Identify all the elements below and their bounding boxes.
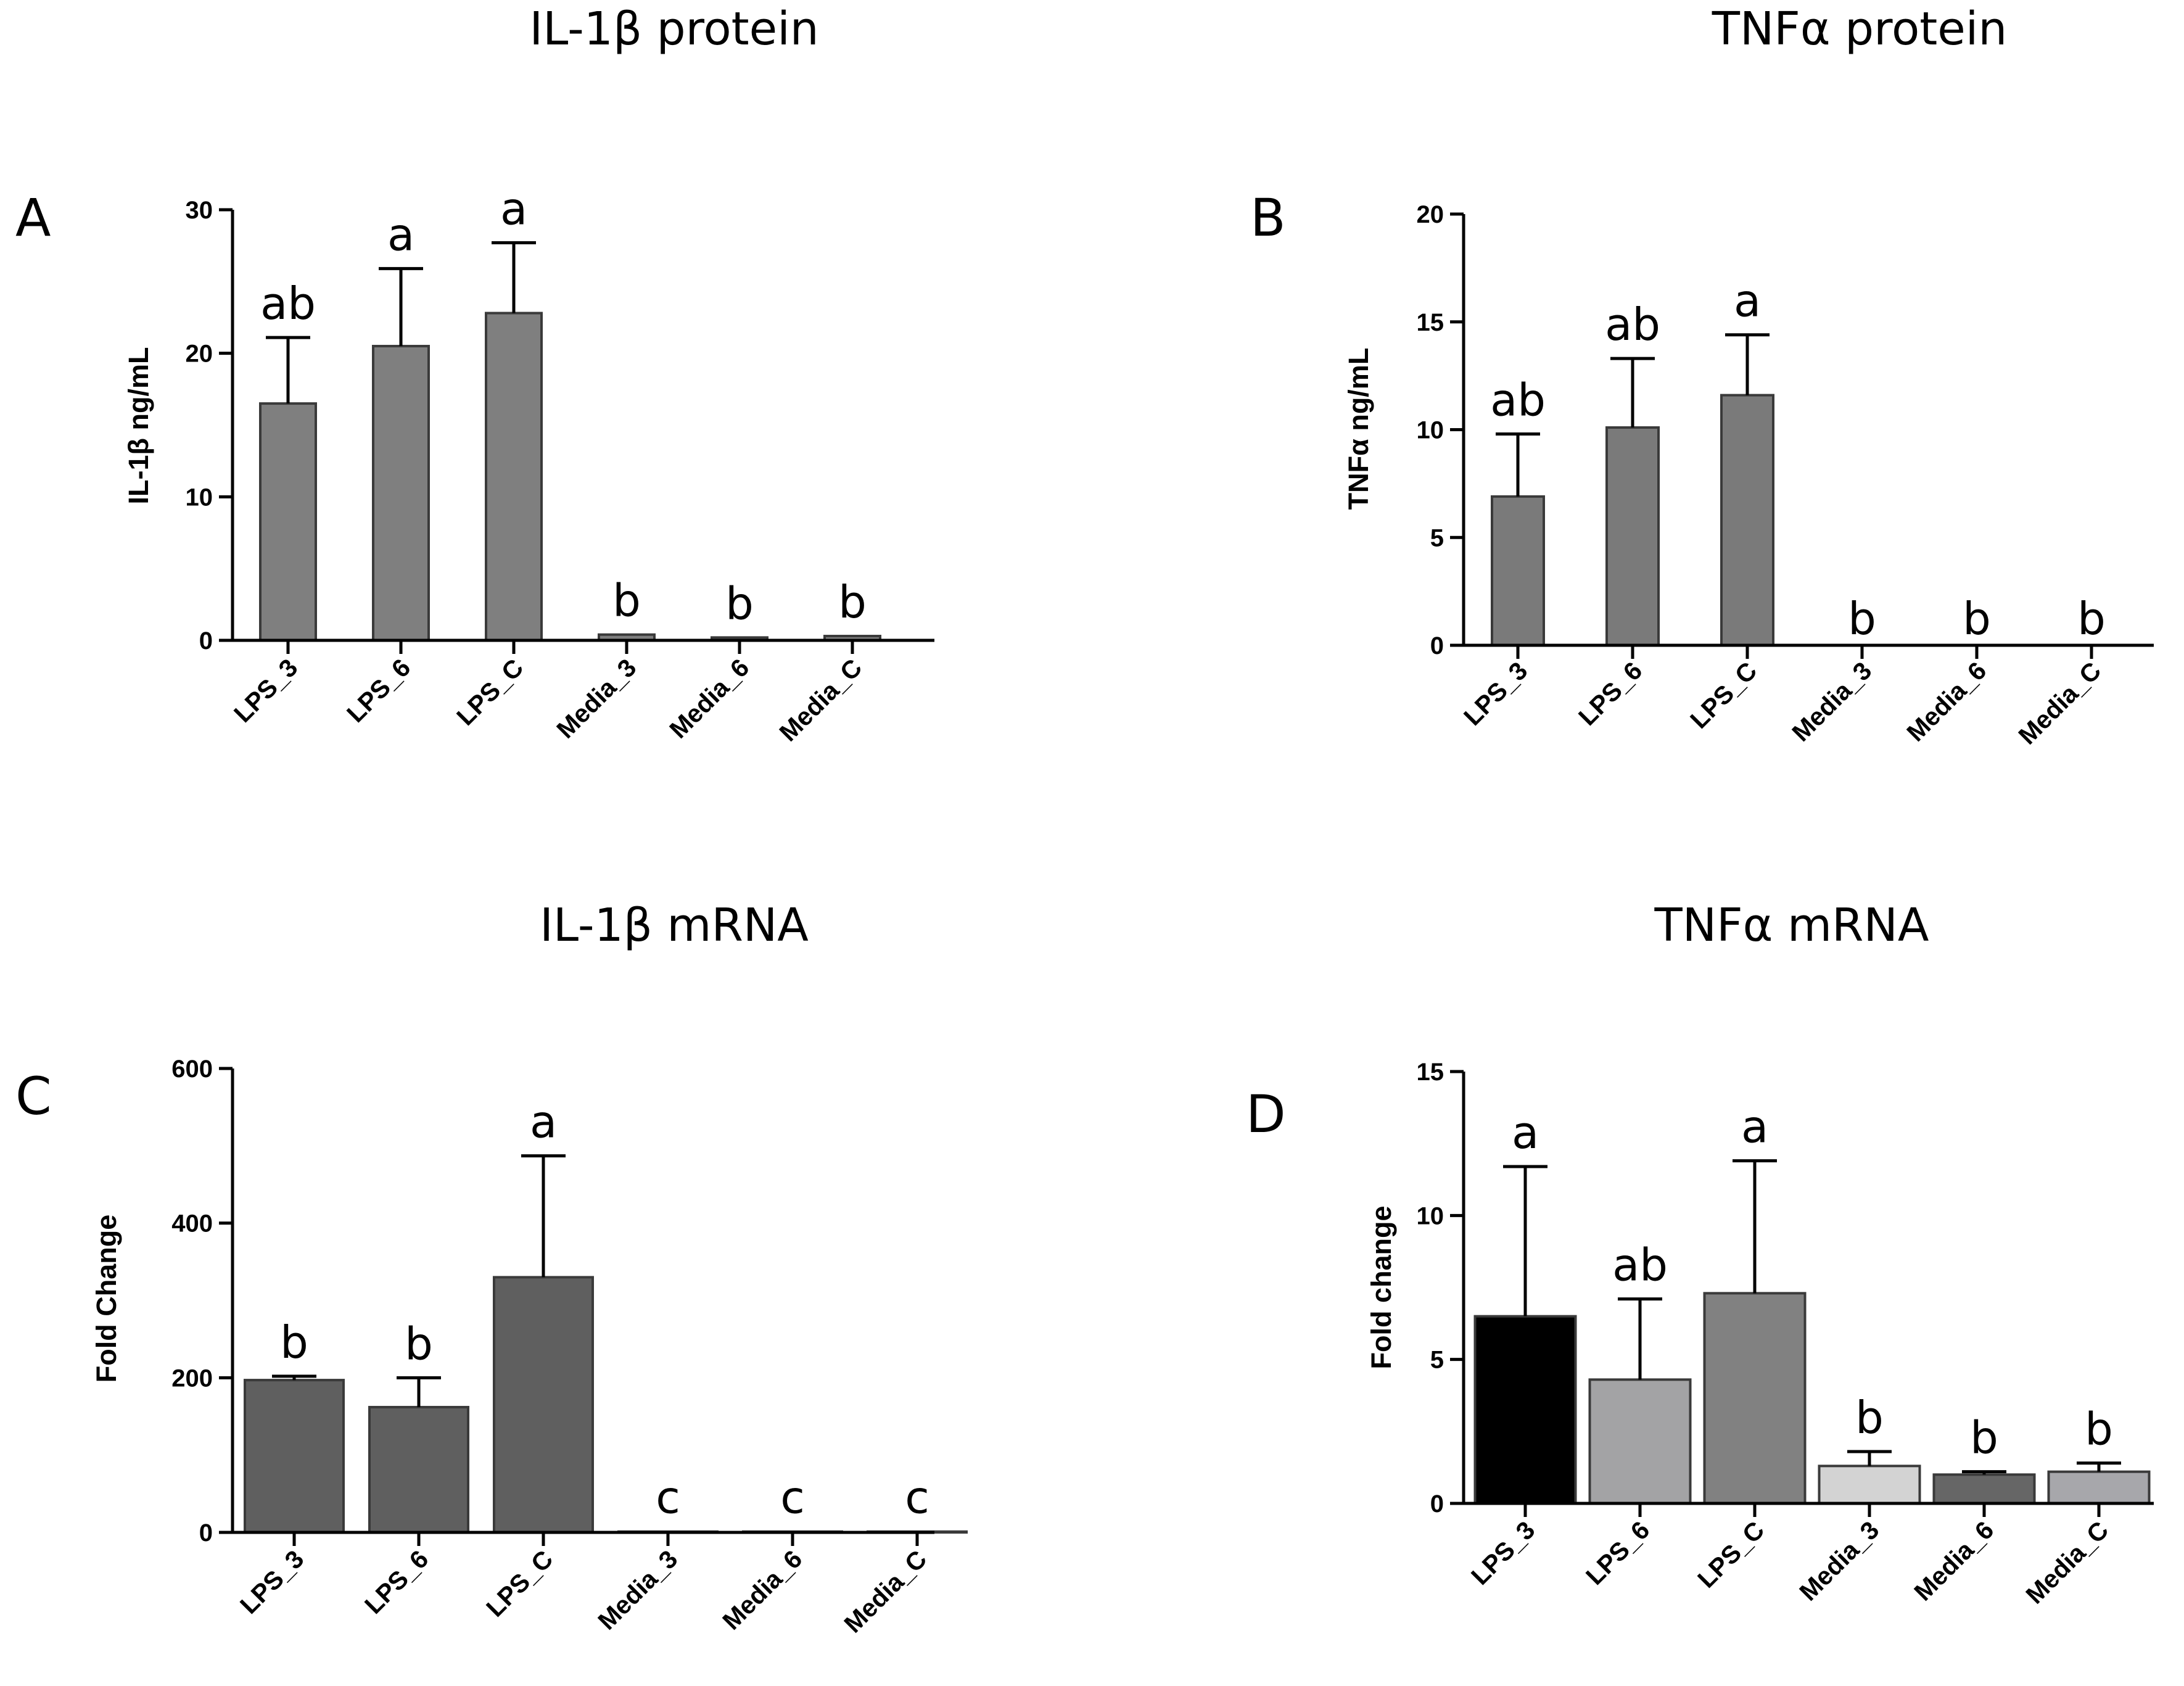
y-tick-label: 600 xyxy=(171,1056,213,1083)
significance-label: ab xyxy=(260,278,316,329)
significance-label: b xyxy=(612,575,641,627)
significance-label: b xyxy=(725,577,754,629)
significance-label: ab xyxy=(1490,374,1546,426)
panel-title: TNFα mRNA xyxy=(1654,899,1929,952)
bar xyxy=(1818,1465,1921,1505)
panel-title: IL-1β mRNA xyxy=(540,899,809,952)
y-tick-label: 30 xyxy=(186,197,213,224)
x-tick-label: LPS_3 xyxy=(1458,656,1533,731)
y-tick-label: 10 xyxy=(186,484,213,511)
significance-label: ab xyxy=(1605,299,1660,350)
y-tick-label: 20 xyxy=(186,341,213,368)
significance-label: b xyxy=(405,1318,433,1370)
y-tick-label: 200 xyxy=(171,1365,213,1392)
x-tick-label: LPS_C xyxy=(480,1545,558,1622)
significance-label: a xyxy=(1741,1101,1768,1153)
significance-label: a xyxy=(1734,275,1761,327)
panel-letter: A xyxy=(15,188,51,248)
bar xyxy=(368,1405,469,1534)
x-tick-label: LPS_6 xyxy=(341,653,416,728)
y-tick-label: 15 xyxy=(1417,1059,1444,1086)
x-tick-label: LPS_6 xyxy=(1580,1516,1655,1590)
significance-label: a xyxy=(387,209,414,260)
y-tick-label: 10 xyxy=(1417,1202,1444,1229)
x-tick-label: Media_6 xyxy=(1901,656,1992,747)
y-axis-label: Fold Change xyxy=(91,1215,122,1382)
bar xyxy=(1720,394,1774,647)
bar xyxy=(485,312,543,642)
x-tick-label: Media_C xyxy=(2021,1516,2114,1610)
significance-label: a xyxy=(530,1096,557,1148)
significance-label: b xyxy=(1855,1392,1884,1444)
panel-b: TNFα protein B TNFα ng/mL ab LPS_3 ab LPS_6 a LP… xyxy=(1250,2,2154,750)
x-tick-label: Media_3 xyxy=(1794,1516,1884,1606)
bar xyxy=(493,1276,594,1534)
panel-c: IL-1β mRNA C Fold Change b LPS_3 b LPS_6 a LPS_C… xyxy=(15,899,968,1638)
x-tick-label: Media_6 xyxy=(717,1545,807,1635)
bar xyxy=(1932,1473,2036,1505)
y-tick-label: 400 xyxy=(171,1210,213,1238)
significance-label: b xyxy=(280,1316,308,1368)
significance-label: c xyxy=(780,1472,805,1524)
y-axis-label: IL-1β ng/mL xyxy=(123,347,154,505)
significance-label: b xyxy=(2077,593,2106,645)
panel-title: TNFα protein xyxy=(1712,2,2007,56)
significance-label: c xyxy=(905,1472,929,1524)
bar xyxy=(2047,1470,2151,1505)
panel-d: TNFα mRNA D Fold change a LPS_3 ab LPS_6 a LPS_C… xyxy=(1246,899,2154,1610)
y-tick-label: 0 xyxy=(1430,1490,1444,1518)
x-tick-label: Media_C xyxy=(774,653,868,747)
y-axis-label: Fold change xyxy=(1366,1205,1397,1369)
panel-letter: D xyxy=(1246,1084,1286,1144)
significance-label: ab xyxy=(1612,1239,1668,1291)
bar xyxy=(1588,1378,1692,1505)
significance-label: b xyxy=(2085,1403,2113,1455)
x-tick-label: LPS_3 xyxy=(228,653,303,728)
panel-title: IL-1β protein xyxy=(529,2,818,56)
y-axis-label: TNFα ng/mL xyxy=(1343,348,1374,510)
bar xyxy=(1703,1292,1807,1505)
panel-letter: C xyxy=(15,1066,52,1126)
x-tick-label: Media_C xyxy=(2013,656,2107,750)
significance-label: a xyxy=(500,183,527,235)
x-tick-label: LPS_3 xyxy=(234,1545,309,1619)
y-tick-label: 5 xyxy=(1430,524,1444,552)
x-tick-label: Media_6 xyxy=(1908,1516,1999,1606)
y-tick-label: 10 xyxy=(1417,417,1444,444)
y-tick-label: 0 xyxy=(199,627,213,655)
bar xyxy=(244,1379,345,1534)
y-tick-label: 0 xyxy=(1430,632,1444,659)
bar xyxy=(1491,495,1545,647)
y-tick-label: 15 xyxy=(1417,309,1444,336)
x-tick-label: Media_3 xyxy=(1786,656,1877,747)
significance-label: b xyxy=(1963,593,1991,645)
x-tick-label: LPS_6 xyxy=(359,1545,434,1619)
panel-a: IL-1β protein A IL-1β ng/mL ab LPS_3 a LPS_6 a L… xyxy=(15,2,934,747)
significance-label: b xyxy=(1848,593,1876,645)
x-tick-label: Media_3 xyxy=(551,653,641,744)
bar xyxy=(372,345,430,642)
x-tick-label: Media_C xyxy=(839,1545,933,1638)
bar xyxy=(1605,426,1660,647)
bar xyxy=(259,402,317,642)
y-tick-label: 20 xyxy=(1417,201,1444,228)
y-tick-label: 0 xyxy=(199,1519,213,1547)
x-tick-label: Media_6 xyxy=(664,653,754,744)
y-tick-label: 5 xyxy=(1430,1347,1444,1374)
significance-label: c xyxy=(656,1472,680,1524)
significance-label: a xyxy=(1512,1107,1539,1159)
x-tick-label: Media_3 xyxy=(592,1545,683,1635)
x-tick-label: LPS_C xyxy=(451,653,529,731)
x-tick-label: LPS_3 xyxy=(1465,1516,1540,1590)
bar xyxy=(1473,1315,1577,1505)
x-tick-label: LPS_C xyxy=(1692,1516,1770,1593)
x-tick-label: LPS_C xyxy=(1684,656,1762,734)
significance-label: b xyxy=(1970,1412,1998,1464)
significance-label: b xyxy=(838,576,867,628)
panel-letter: B xyxy=(1250,188,1286,248)
x-tick-label: LPS_6 xyxy=(1573,656,1647,731)
